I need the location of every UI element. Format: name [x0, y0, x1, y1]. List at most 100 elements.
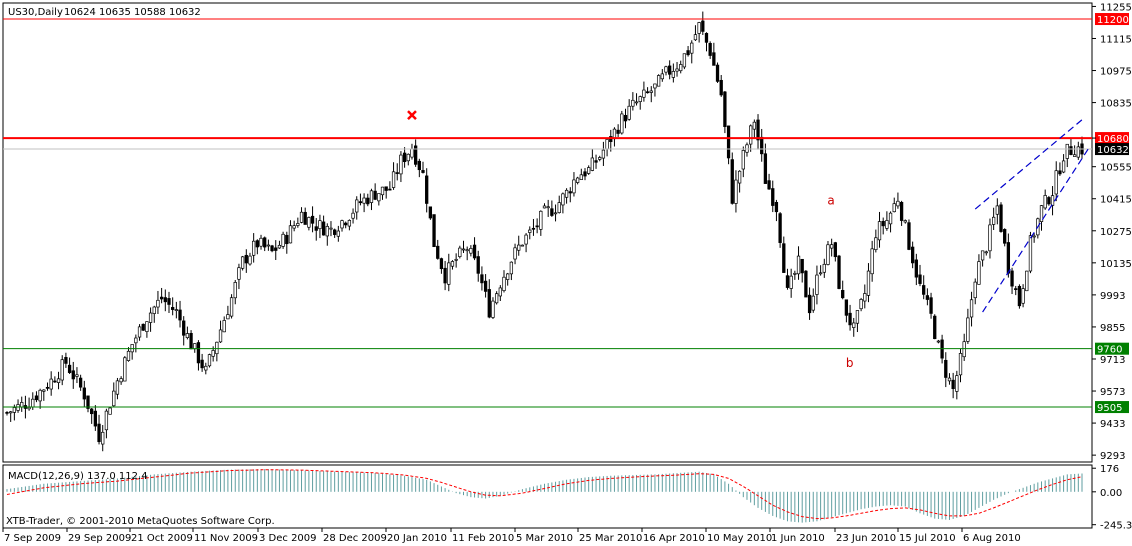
candle-body	[539, 210, 543, 230]
candle-body	[778, 213, 782, 243]
candle-body	[377, 193, 381, 202]
candle-body	[616, 129, 620, 134]
candle-body	[215, 341, 219, 355]
candle-body	[90, 408, 94, 415]
candle-body	[1072, 154, 1077, 157]
candle-body	[369, 190, 374, 203]
candle-body	[78, 377, 83, 388]
candle-body	[472, 244, 477, 259]
candle-body	[274, 247, 278, 251]
candle-body	[56, 378, 61, 383]
price-tick-label: 10135	[1100, 259, 1132, 270]
candle-body	[480, 274, 484, 284]
candle-body	[855, 310, 860, 324]
candle-body	[517, 244, 521, 251]
candle-body	[207, 354, 212, 367]
candle-body	[969, 299, 974, 318]
price-tick-label: 9433	[1100, 419, 1125, 430]
candle-body	[362, 197, 366, 204]
candle-body	[34, 395, 39, 401]
candle-body	[325, 226, 329, 237]
candle-body	[42, 389, 46, 392]
candle-body	[793, 272, 797, 275]
candle-body	[439, 258, 444, 270]
candle-body	[1025, 270, 1029, 292]
candle-body	[351, 212, 355, 219]
candle-body	[568, 191, 572, 194]
candle-body	[494, 293, 499, 304]
candle-body	[233, 282, 237, 299]
macd-label: MACD(12,26,9) 137.0 112.4	[8, 471, 148, 482]
candle-body	[737, 170, 742, 184]
candle-body	[296, 223, 300, 226]
candle-body	[933, 315, 937, 340]
candle-body	[774, 201, 779, 213]
candle-body	[763, 153, 768, 184]
candle-body	[587, 167, 591, 174]
levels-layer: 11200 10680 9760 9505 10632	[3, 13, 1129, 414]
candle-body	[583, 171, 587, 177]
candle-body	[892, 203, 896, 213]
candle-body	[656, 75, 661, 87]
candle-body	[907, 222, 911, 250]
candle-body	[307, 217, 311, 228]
candle-body	[395, 172, 399, 174]
candle-body	[789, 275, 793, 289]
candle-body	[391, 171, 396, 188]
candle-body	[991, 216, 996, 225]
candle-body	[701, 20, 705, 32]
candle-body	[506, 273, 510, 280]
candle-body	[185, 333, 190, 338]
candle-body	[384, 186, 388, 191]
candle-body	[461, 248, 466, 251]
candle-body	[874, 237, 878, 250]
candle-body	[211, 350, 215, 357]
candle-body	[598, 157, 602, 160]
candle-body	[881, 220, 885, 227]
candle-body	[71, 370, 75, 380]
candle-body	[668, 65, 672, 75]
candle-body	[115, 380, 120, 395]
candle-body	[572, 179, 576, 194]
candle-body	[973, 281, 977, 299]
candle-body	[1021, 288, 1025, 304]
time-tick-label: 11 Feb 2010	[452, 533, 514, 544]
candle-body	[870, 248, 874, 275]
candle-body	[531, 227, 536, 230]
macd-tick-label: -245.3	[1100, 521, 1132, 532]
level-badge-label-10680: 10680	[1097, 134, 1129, 145]
candle-body	[620, 113, 624, 134]
candle-body	[693, 34, 698, 41]
candle-body	[951, 379, 955, 390]
candle-body	[148, 312, 153, 323]
candle-body	[64, 357, 68, 364]
candle-body	[314, 226, 318, 231]
candle-body	[841, 289, 845, 299]
price-tick-label: 9573	[1100, 387, 1125, 398]
time-tick-label: 7 Sep 2009	[4, 533, 61, 544]
candle-body	[944, 359, 948, 378]
candle-body	[465, 249, 469, 252]
price-tick-label: 9293	[1100, 451, 1125, 462]
candle-body	[715, 64, 720, 82]
macd-panel-frame	[2, 464, 1093, 529]
price-panel-frame	[2, 2, 1093, 463]
candle-body	[682, 53, 687, 68]
candle-body	[447, 262, 451, 285]
level-badge-9505	[1095, 401, 1129, 414]
candle-body	[31, 398, 35, 408]
candle-body	[12, 407, 17, 413]
candle-body	[837, 255, 841, 289]
candle-body	[112, 390, 116, 407]
candle-body	[101, 431, 105, 445]
candle-body	[671, 71, 676, 78]
candle-body	[826, 244, 830, 265]
macd-signal-line	[6, 469, 1083, 520]
channel-line-upper	[974, 119, 1083, 210]
candle-body	[749, 125, 753, 145]
candle-body	[848, 312, 852, 326]
candle-body	[134, 337, 138, 344]
candle-body	[318, 220, 322, 230]
price-tick-label: 10975	[1100, 67, 1132, 78]
candle-body	[796, 255, 801, 275]
